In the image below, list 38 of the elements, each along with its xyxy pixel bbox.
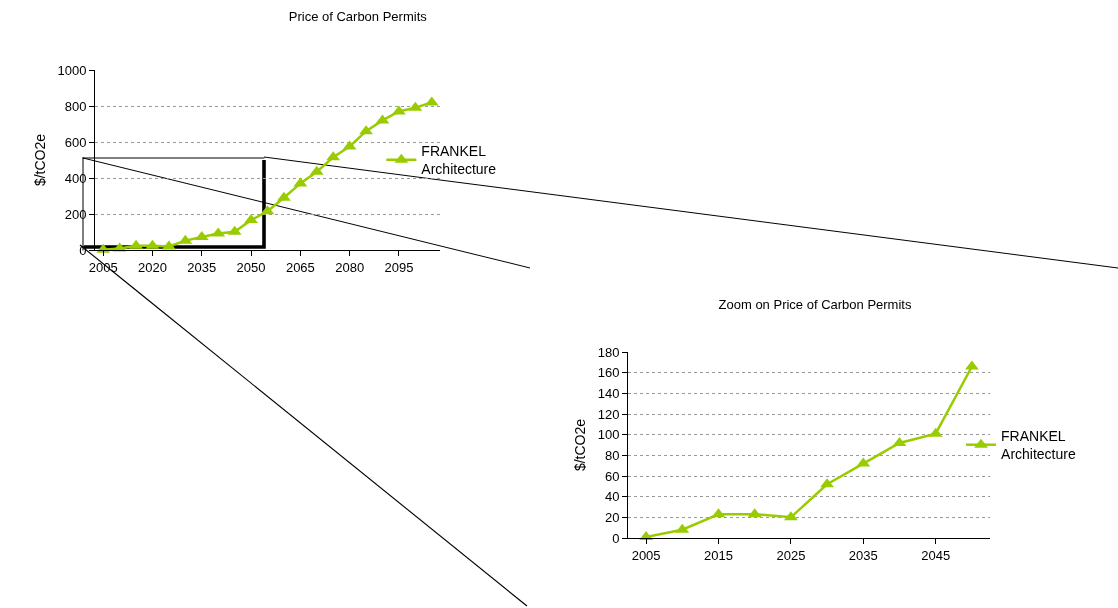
- y-axis-title: $/tCO2e: [32, 133, 49, 187]
- x-tick-label: 2095: [384, 259, 414, 275]
- y-tick-label: 100: [597, 427, 620, 443]
- x-tick-label: 2025: [776, 547, 806, 563]
- y-tick-label: 80: [604, 447, 620, 463]
- x-tick-label: 2015: [704, 547, 733, 563]
- y-tick-label: 40: [604, 489, 620, 505]
- y-axis-title: $/tCO2e: [572, 418, 589, 472]
- y-tick-label: 400: [64, 170, 87, 186]
- y-tick-label: 160: [597, 365, 620, 381]
- y-tick-label: 140: [597, 385, 620, 401]
- point: [244, 214, 258, 224]
- x-tick-label: 2045: [921, 547, 951, 563]
- point: [392, 105, 406, 115]
- chart-title: Zoom on Price of Carbon Permits: [718, 296, 912, 312]
- x-tick-label: 2020: [138, 259, 167, 275]
- legend-label: FRANKEL Architecture: [1001, 428, 1076, 463]
- y-tick-label: 120: [597, 406, 620, 422]
- y-tick-label: 200: [64, 206, 87, 222]
- x-tick-label: 2035: [848, 547, 878, 563]
- point: [162, 240, 176, 250]
- y-tick-label: 180: [597, 344, 620, 360]
- x-tick-label: 2035: [187, 259, 217, 275]
- legend-label: FRANKEL Architecture: [421, 143, 497, 178]
- y-tick-label: 20: [604, 509, 620, 525]
- y-tick-label: 600: [64, 134, 87, 150]
- y-tick-label: 1000: [57, 62, 87, 78]
- y-tick-label: 800: [64, 98, 87, 114]
- x-tick-label: 2065: [285, 259, 315, 275]
- x-tick-label: 2080: [335, 259, 365, 275]
- point: [277, 191, 291, 201]
- x-tick-label: 2005: [631, 547, 661, 563]
- x-tick-label: 2050: [236, 259, 266, 275]
- chart-title: Price of Carbon Permits: [288, 8, 428, 24]
- point: [129, 239, 143, 249]
- y-tick-label: 60: [604, 468, 620, 484]
- y-tick-label: 0: [612, 530, 620, 546]
- point: [359, 125, 373, 135]
